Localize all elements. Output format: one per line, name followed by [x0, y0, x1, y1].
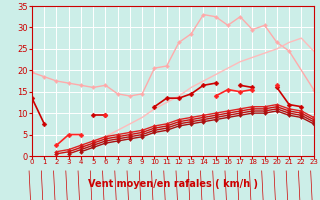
X-axis label: Vent moyen/en rafales ( km/h ): Vent moyen/en rafales ( km/h ) [88, 179, 258, 189]
